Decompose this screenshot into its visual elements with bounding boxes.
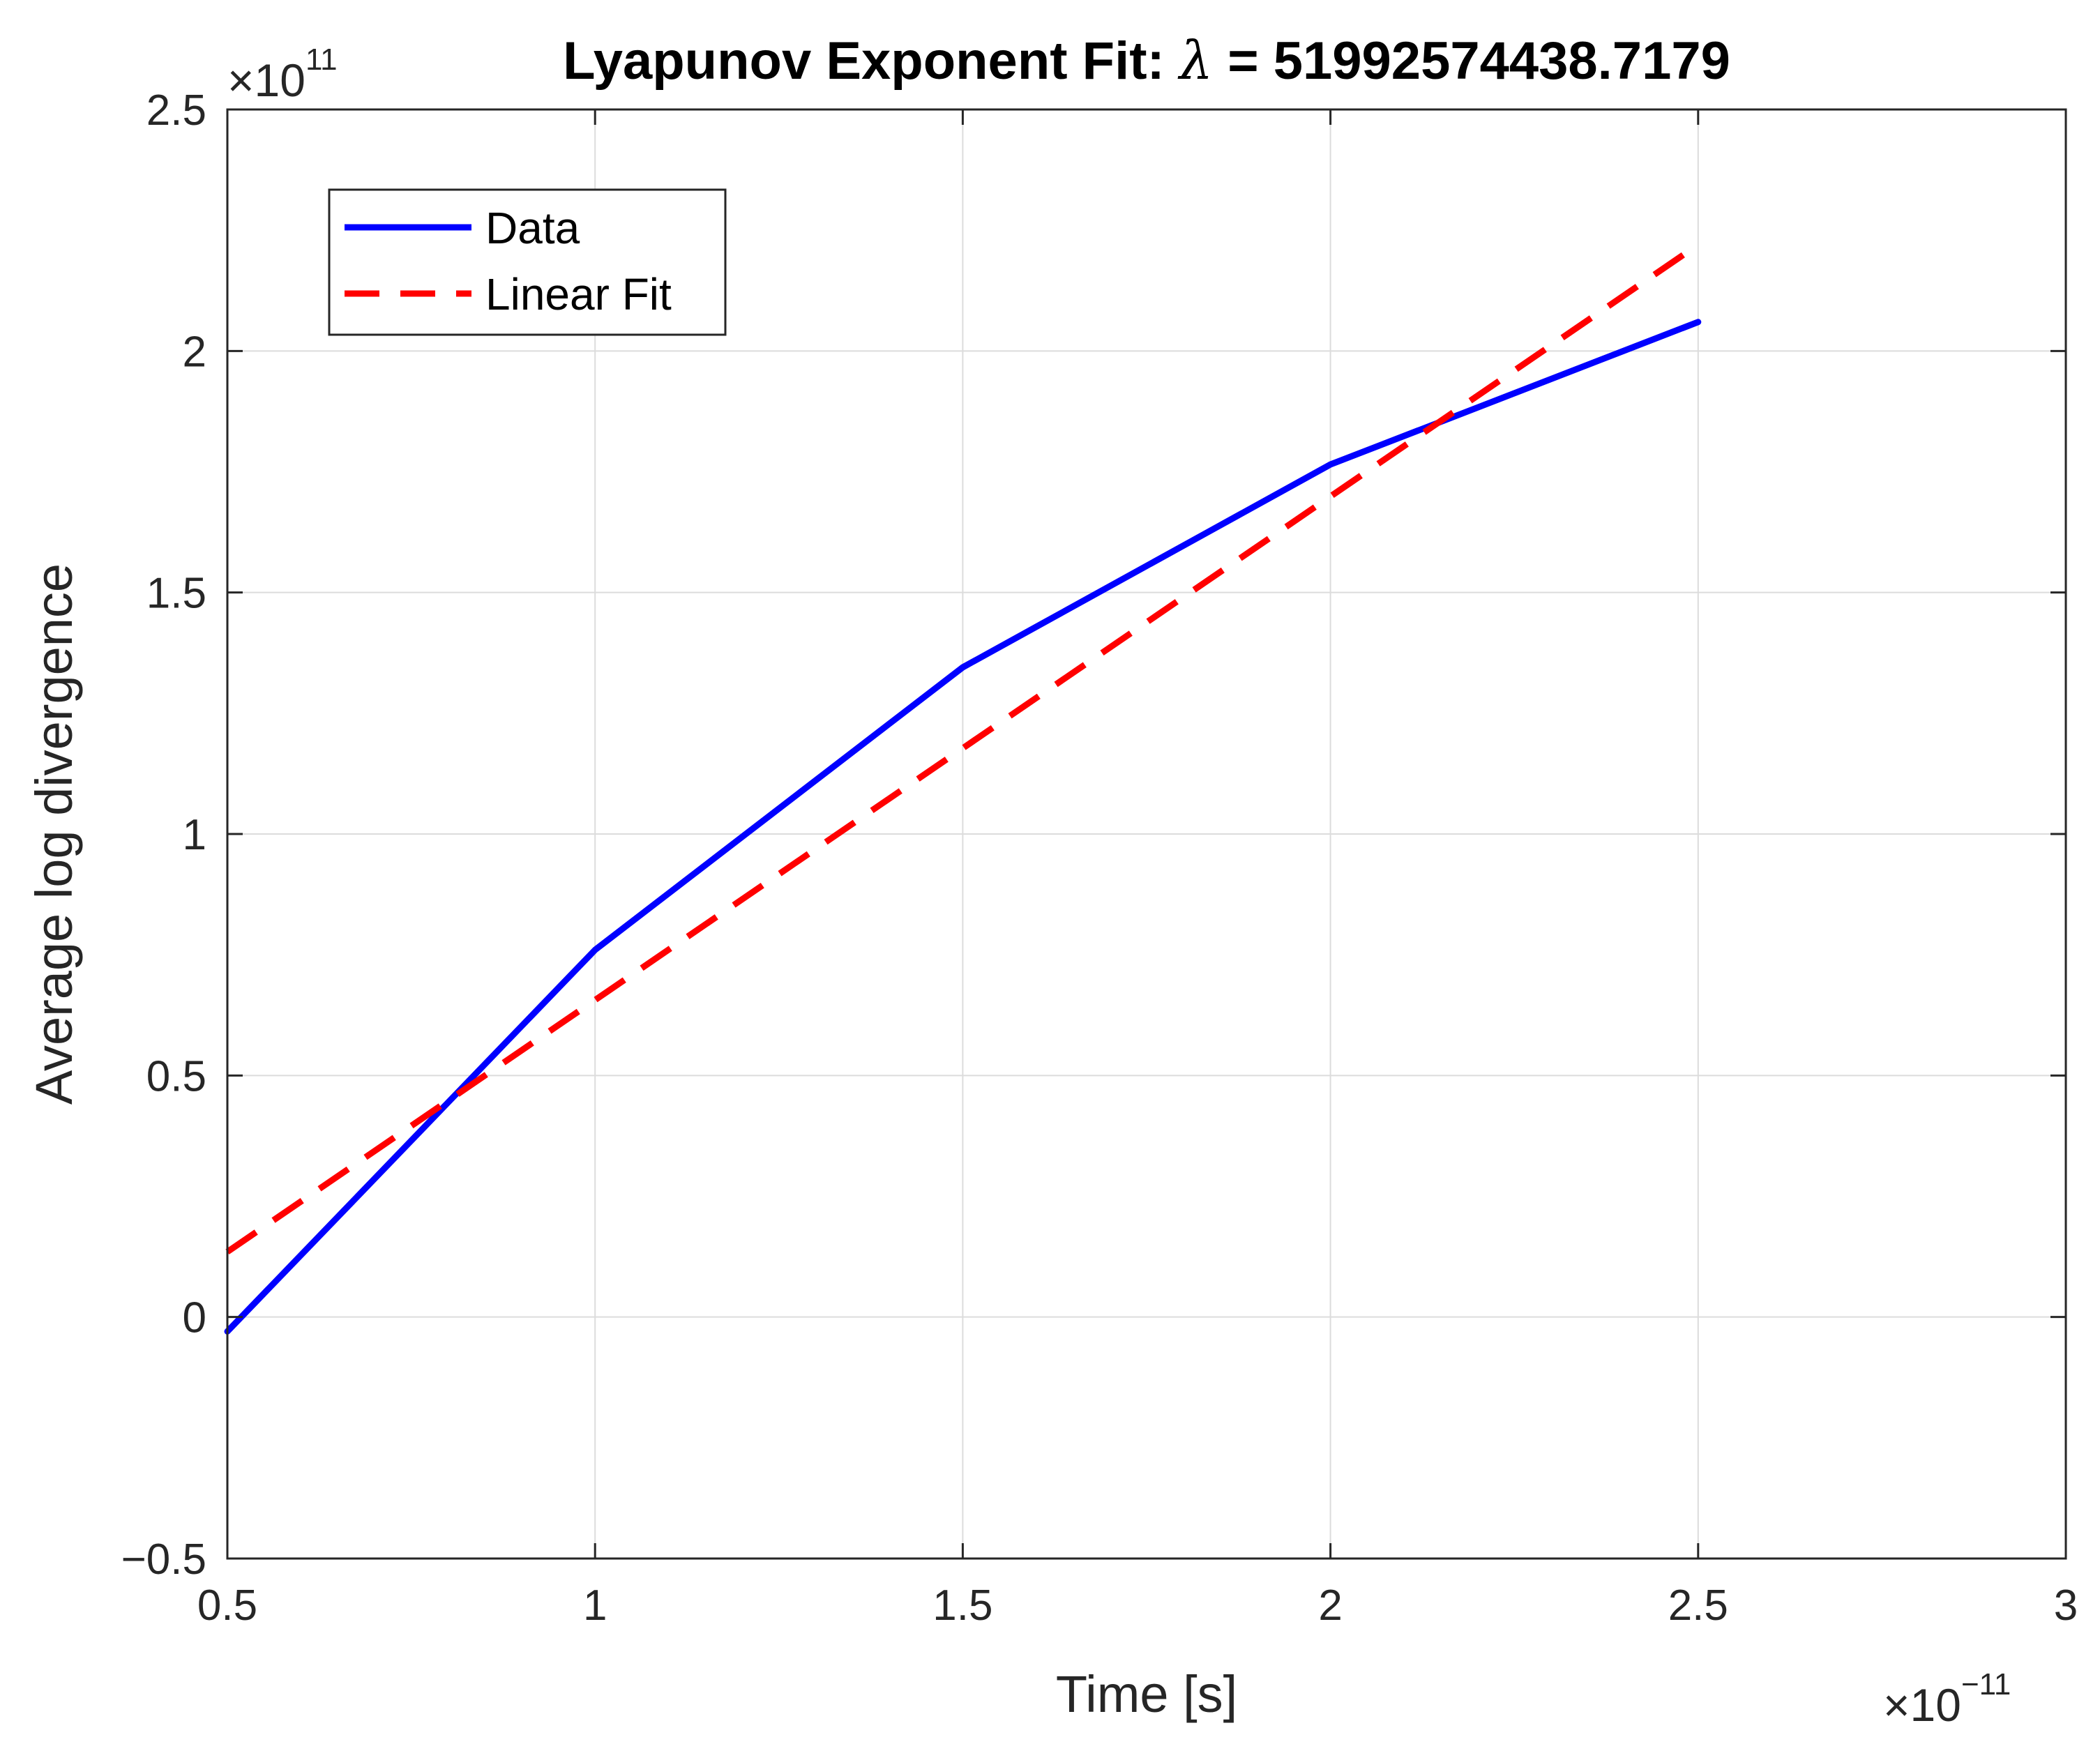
x-tick-label: 1 [583,1582,607,1630]
series-line-data [224,319,1702,1335]
x-tick-label: 1.5 [932,1582,992,1630]
x-multiplier-exponent: −11 [1961,1667,2011,1701]
y-tick-label: −0.5 [121,1536,206,1584]
legend-label-linear-fit: Linear Fit [485,269,672,319]
chart-title: Lyapunov Exponent Fit: λ = 51992574438.7… [563,29,1730,91]
y-tick-label: 2.5 [146,86,206,135]
y-tick-labels: −0.5 0 0.5 1 1.5 2 2.5 [121,86,206,1584]
series-layer [224,242,1702,1335]
x-tick-label: 3 [2054,1582,2078,1630]
y-tick-label: 2 [183,328,206,376]
y-tick-label: 1.5 [146,570,206,618]
chart-title-suffix: = 51992574438.7179 [1213,31,1730,91]
y-multiplier-exponent: 11 [305,43,338,77]
x-tick-labels: 0.5 1 1.5 2 2.5 3 [197,1582,2078,1630]
ticks [226,108,2067,1560]
y-tick-label: 1 [183,811,206,859]
y-axis-label: Average log divergence [25,563,83,1105]
y-tick-label: 0 [183,1294,206,1342]
x-axis-multiplier: ×10−11 [1883,1667,2011,1731]
series-line-linear-fit [225,242,1700,1254]
x-axis-label: Time [s] [1056,1665,1237,1723]
x-tick-label: 2 [1318,1582,1342,1630]
x-tick-label: 0.5 [197,1582,257,1630]
x-multiplier-base: ×10 [1883,1679,1961,1731]
y-multiplier-base: ×10 [227,54,305,106]
y-axis-multiplier: ×1011 [227,43,338,106]
legend: Data Linear Fit [328,188,727,336]
chart-title-prefix: Lyapunov Exponent Fit: [563,31,1179,91]
legend-label-data: Data [485,203,580,253]
lambda-symbol: λ [1177,29,1213,91]
legend-box [328,188,727,336]
x-tick-label: 2.5 [1668,1582,1728,1630]
y-tick-label: 0.5 [146,1052,206,1100]
